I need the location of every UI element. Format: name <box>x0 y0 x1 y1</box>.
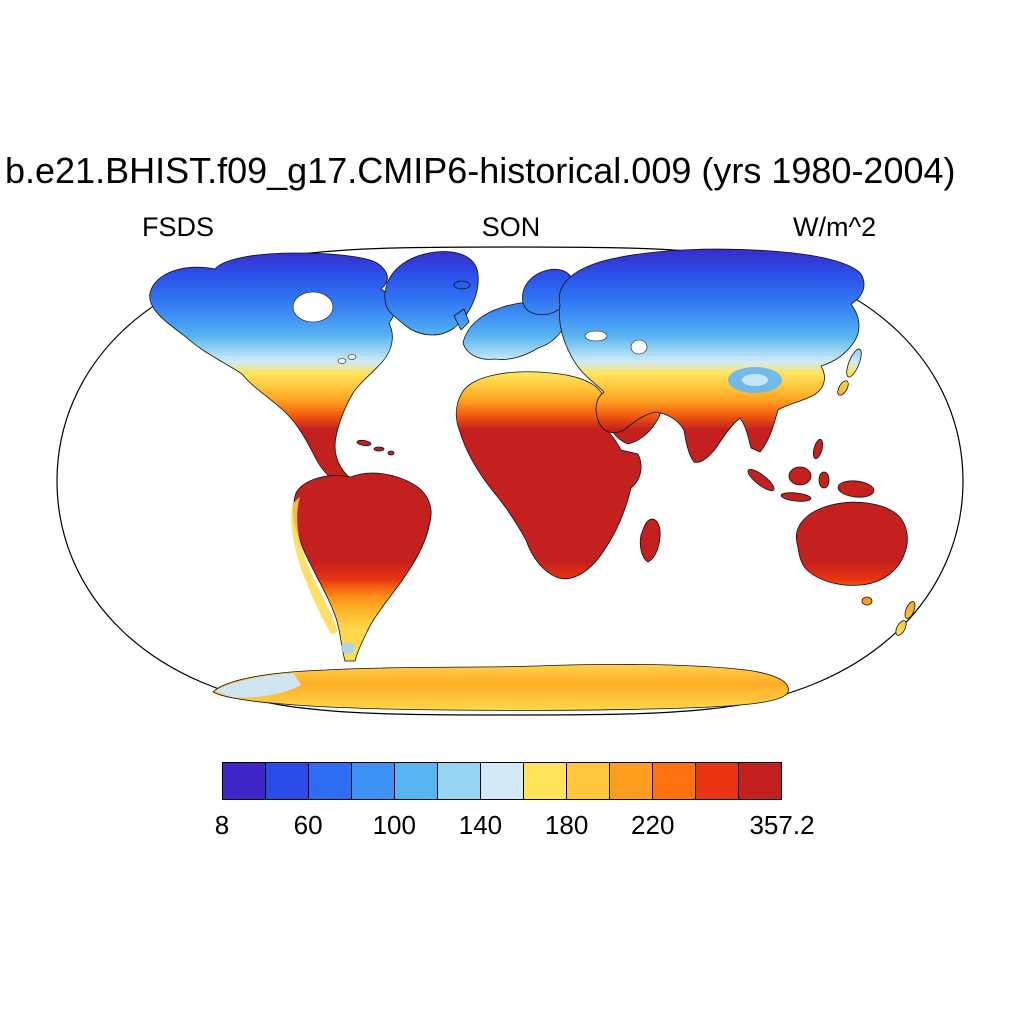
colorbar-box <box>695 763 738 799</box>
plot-title: b.e21.BHIST.f09_g17.CMIP6-historical.009… <box>5 150 956 191</box>
colorbar-ticks: 8 60 100 140 180 220 357.2 <box>215 810 815 844</box>
great-lake-east <box>347 354 357 360</box>
island-britain <box>453 308 470 331</box>
continent-asia <box>558 248 865 463</box>
continent-north-america <box>149 252 395 490</box>
tibet-low-flux-core <box>742 374 768 386</box>
andes-band <box>291 497 338 634</box>
variable-label: FSDS <box>142 212 215 242</box>
colorbar-tick-label: 357.2 <box>749 810 815 840</box>
colorbar-box <box>738 763 781 799</box>
patagonia-tip-patch <box>341 642 355 654</box>
continent-greenland <box>384 251 479 336</box>
colorbar-box <box>480 763 523 799</box>
island-japan-south <box>837 380 849 396</box>
colorbar-box <box>609 763 652 799</box>
continent-africa <box>455 371 642 580</box>
island-cuba <box>356 439 372 447</box>
colorbar-box <box>308 763 351 799</box>
colorbar-box <box>394 763 437 799</box>
continent-europe <box>462 301 568 360</box>
colorbar-tick-label: 60 <box>293 810 323 840</box>
continent-australia <box>795 501 908 586</box>
island-philippines <box>812 438 824 460</box>
colorbar-tick-label: 8 <box>214 810 230 840</box>
season-label: SON <box>481 212 541 242</box>
colorbar-box <box>351 763 394 799</box>
colorbar-box <box>265 763 308 799</box>
continent-antarctica <box>212 663 789 711</box>
island-tasmania <box>861 596 873 606</box>
colorbar <box>222 762 782 800</box>
colorbar-tick-label: 100 <box>372 810 416 840</box>
colorbar-box <box>437 763 480 799</box>
island-japan-north <box>846 348 862 378</box>
island-sumatra <box>747 468 775 492</box>
island-new-guinea <box>837 480 875 498</box>
great-lake-west <box>337 358 347 364</box>
island-new-zealand-north <box>904 601 916 619</box>
colorbar-box <box>566 763 609 799</box>
world-map-container <box>55 243 965 719</box>
black-sea <box>584 330 608 342</box>
island-iceland <box>453 280 471 290</box>
island-java <box>780 492 812 502</box>
island-borneo <box>788 466 812 486</box>
island-madagascar <box>639 518 661 563</box>
island-new-zealand-south <box>895 620 907 636</box>
colorbar-tick-label: 180 <box>544 810 589 840</box>
world-map <box>56 246 964 716</box>
units-label: W/m^2 <box>793 212 877 242</box>
colorbar-box <box>652 763 695 799</box>
caspian-sea <box>630 339 648 355</box>
colorbar-box <box>223 763 265 799</box>
island-sulawesi <box>818 471 830 489</box>
island-puerto-rico <box>387 450 395 456</box>
hudson-bay <box>292 291 334 323</box>
island-hispaniola <box>373 446 385 452</box>
colorbar-tick-label: 140 <box>458 810 503 840</box>
colorbar-tick-label: 220 <box>631 810 675 840</box>
antarctica-pale-patch <box>215 673 301 698</box>
colorbar-box <box>523 763 566 799</box>
